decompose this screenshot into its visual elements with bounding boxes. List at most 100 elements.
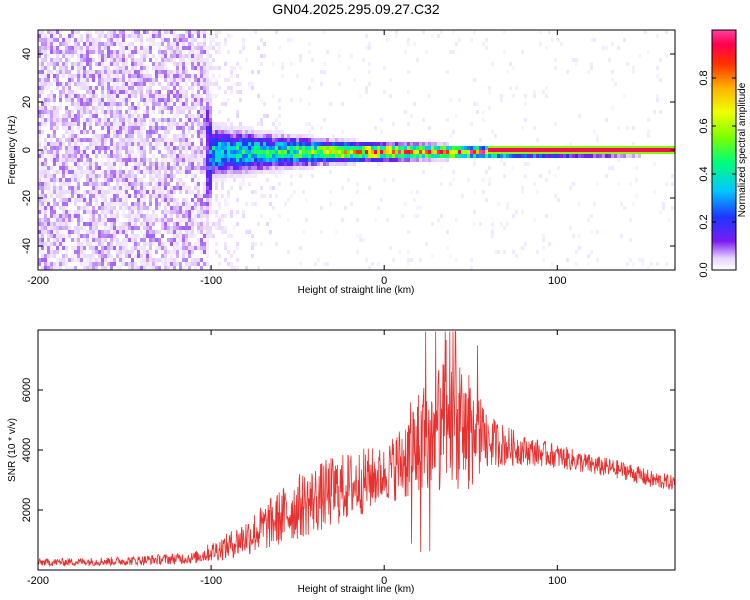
heatmap-cell	[200, 246, 203, 250]
heatmap-cell	[470, 266, 473, 270]
heatmap-cell	[125, 186, 128, 190]
heatmap-cell	[50, 82, 53, 86]
heatmap-cell	[44, 182, 47, 186]
heatmap-cell	[116, 158, 119, 162]
heatmap-cell	[122, 174, 125, 178]
heatmap-cell	[155, 258, 158, 262]
heatmap-cell	[101, 54, 104, 58]
heatmap-cell	[239, 82, 242, 86]
heatmap-cell	[437, 158, 440, 162]
heatmap-cell	[68, 126, 71, 130]
heatmap-cell	[74, 30, 77, 34]
heatmap-cell	[92, 166, 95, 170]
heatmap-cell	[125, 262, 128, 266]
heatmap-cell	[248, 154, 251, 158]
heatmap-cell	[257, 46, 260, 50]
heatmap-cell	[47, 222, 50, 226]
heatmap-cell	[92, 114, 95, 118]
heatmap-cell	[491, 230, 494, 234]
heatmap-cell	[419, 258, 422, 262]
heatmap-cell	[86, 118, 89, 122]
heatmap-cell	[155, 202, 158, 206]
heatmap-cell	[329, 162, 332, 166]
heatmap-cell	[341, 142, 344, 146]
heatmap-cell	[251, 146, 254, 150]
heatmap-cell	[59, 214, 62, 218]
heatmap-cell	[296, 154, 299, 158]
heatmap-cell	[140, 74, 143, 78]
heatmap-cell	[665, 30, 668, 34]
heatmap-cell	[185, 202, 188, 206]
heatmap-cell	[107, 178, 110, 182]
heatmap-cell	[137, 30, 140, 34]
heatmap-cell	[629, 182, 632, 186]
heatmap-cell	[365, 154, 368, 158]
heatmap-cell	[500, 94, 503, 98]
heatmap-cell	[215, 222, 218, 226]
heatmap-cell	[593, 38, 596, 42]
heatmap-cell	[50, 186, 53, 190]
heatmap-cell	[62, 42, 65, 46]
heatmap-cell	[239, 162, 242, 166]
heatmap-cell	[245, 170, 248, 174]
heatmap-cell	[188, 130, 191, 134]
heatmap-cell	[59, 242, 62, 246]
heatmap-cell	[74, 114, 77, 118]
heatmap-cell	[167, 222, 170, 226]
heatmap-cell	[62, 246, 65, 250]
heatmap-cell	[50, 126, 53, 130]
heatmap-cell	[44, 186, 47, 190]
heatmap-cell	[254, 162, 257, 166]
heatmap-cell	[194, 202, 197, 206]
heatmap-cell	[56, 250, 59, 254]
heatmap-cell	[536, 250, 539, 254]
heatmap-cell	[173, 122, 176, 126]
heatmap-cell	[416, 158, 419, 162]
heatmap-cell	[197, 210, 200, 214]
heatmap-cell	[134, 90, 137, 94]
heatmap-cell	[617, 182, 620, 186]
heatmap-cell	[131, 166, 134, 170]
heatmap-cell	[170, 170, 173, 174]
heatmap-cell	[161, 166, 164, 170]
heatmap-cell	[62, 210, 65, 214]
heatmap-cell	[293, 138, 296, 142]
heatmap-cell	[122, 38, 125, 42]
heatmap-cell	[245, 174, 248, 178]
heatmap-cell	[56, 162, 59, 166]
heatmap-cell	[95, 142, 98, 146]
heatmap-cell	[314, 158, 317, 162]
heatmap-cell	[65, 130, 68, 134]
heatmap-cell	[632, 154, 635, 158]
heatmap-cell	[302, 158, 305, 162]
heatmap-cell	[203, 70, 206, 74]
heatmap-cell	[125, 146, 128, 150]
heatmap-cell	[209, 82, 212, 86]
heatmap-cell	[290, 38, 293, 42]
heatmap-cell	[86, 34, 89, 38]
heatmap-cell	[233, 266, 236, 270]
heatmap-cell	[182, 210, 185, 214]
heatmap-cell	[227, 174, 230, 178]
heatmap-cell	[188, 190, 191, 194]
heatmap-cell	[107, 66, 110, 70]
heatmap-cell	[140, 258, 143, 262]
heatmap-cell	[140, 170, 143, 174]
heatmap-cell	[101, 74, 104, 78]
heatmap-cell	[503, 154, 506, 158]
heatmap-cell	[113, 122, 116, 126]
heatmap-cell	[215, 42, 218, 46]
heatmap-cell	[191, 50, 194, 54]
heatmap-cell	[500, 158, 503, 162]
heatmap-cell	[77, 70, 80, 74]
heatmap-cell	[140, 86, 143, 90]
heatmap-cell	[128, 250, 131, 254]
heatmap-cell	[110, 90, 113, 94]
heatmap-cell	[398, 158, 401, 162]
heatmap-cell	[425, 142, 428, 146]
heatmap-cell	[275, 118, 278, 122]
heatmap-cell	[557, 38, 560, 42]
heatmap-cell	[188, 226, 191, 230]
heatmap-cell	[77, 102, 80, 106]
heatmap-cell	[251, 82, 254, 86]
